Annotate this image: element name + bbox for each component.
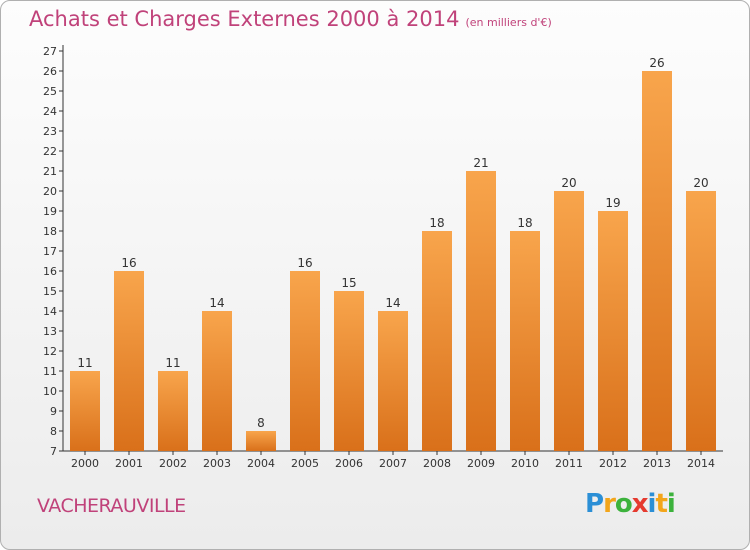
bar-value-label: 14 (209, 296, 224, 310)
logo-letter: P (585, 489, 604, 519)
y-tick-label: 23 (43, 125, 57, 138)
bar (246, 431, 276, 451)
bar-value-label: 16 (121, 256, 136, 270)
logo-letter: i (647, 489, 657, 519)
x-tick-label: 2009 (467, 457, 495, 470)
y-tick-label: 11 (43, 365, 57, 378)
bar (290, 271, 320, 451)
bar-value-label: 14 (385, 296, 400, 310)
y-tick-label: 18 (43, 225, 57, 238)
y-tick-label: 20 (43, 185, 57, 198)
bar (466, 171, 496, 451)
y-tick-label: 21 (43, 165, 57, 178)
bar-value-label: 11 (165, 356, 180, 370)
bar-value-label: 8 (257, 416, 265, 430)
bar (598, 211, 628, 451)
bar-value-label: 16 (297, 256, 312, 270)
x-tick-label: 2012 (599, 457, 627, 470)
bar (158, 371, 188, 451)
bar-value-label: 19 (605, 196, 620, 210)
y-tick-label: 24 (43, 105, 57, 118)
y-tick-label: 17 (43, 245, 57, 258)
bar-value-label: 20 (693, 176, 708, 190)
bar (378, 311, 408, 451)
x-tick-label: 2005 (291, 457, 319, 470)
x-tick-label: 2001 (115, 457, 143, 470)
y-tick-label: 12 (43, 345, 57, 358)
chart-title: Achats et Charges Externes 2000 à 2014 (e… (29, 7, 552, 31)
y-tick-label: 8 (50, 425, 57, 438)
chart-title-text: Achats et Charges Externes 2000 à 2014 (29, 7, 460, 31)
y-tick-label: 26 (43, 65, 57, 78)
y-tick-label: 10 (43, 385, 57, 398)
logo-letter: i (666, 489, 676, 519)
y-tick-label: 14 (43, 305, 57, 318)
bar (554, 191, 584, 451)
x-tick-label: 2013 (643, 457, 671, 470)
bar (642, 71, 672, 451)
y-tick-label: 27 (43, 45, 57, 58)
y-tick-label: 19 (43, 205, 57, 218)
x-tick-label: 2010 (511, 457, 539, 470)
logo-letter: r (603, 489, 616, 519)
y-tick-label: 16 (43, 265, 57, 278)
proxiti-logo: Proxiti (585, 489, 676, 519)
bar (202, 311, 232, 451)
x-tick-label: 2006 (335, 457, 363, 470)
bar-value-label: 18 (429, 216, 444, 230)
x-tick-label: 2000 (71, 457, 99, 470)
y-tick-label: 7 (50, 445, 57, 458)
y-tick-label: 15 (43, 285, 57, 298)
bar-value-label: 20 (561, 176, 576, 190)
bar-value-label: 21 (473, 156, 488, 170)
y-tick-label: 9 (50, 405, 57, 418)
commune-name: VACHERAUVILLE (37, 495, 186, 517)
bar (510, 231, 540, 451)
logo-letter: t (655, 489, 667, 519)
bar (686, 191, 716, 451)
bar-value-label: 26 (649, 56, 664, 70)
bar (114, 271, 144, 451)
y-tick-label: 13 (43, 325, 57, 338)
bar-value-label: 11 (77, 356, 92, 370)
chart-unit: (en milliers d'€) (465, 16, 552, 29)
bar (334, 291, 364, 451)
bar (422, 231, 452, 451)
x-tick-label: 2014 (687, 457, 715, 470)
x-tick-label: 2011 (555, 457, 583, 470)
x-tick-label: 2007 (379, 457, 407, 470)
bar-value-label: 18 (517, 216, 532, 230)
bar (70, 371, 100, 451)
x-tick-label: 2004 (247, 457, 275, 470)
x-tick-label: 2003 (203, 457, 231, 470)
logo-letter: x (631, 489, 649, 519)
y-tick-label: 22 (43, 145, 57, 158)
x-tick-label: 2008 (423, 457, 451, 470)
logo-letter: o (614, 489, 633, 519)
bar-value-label: 15 (341, 276, 356, 290)
x-tick-label: 2002 (159, 457, 187, 470)
y-tick-label: 25 (43, 85, 57, 98)
